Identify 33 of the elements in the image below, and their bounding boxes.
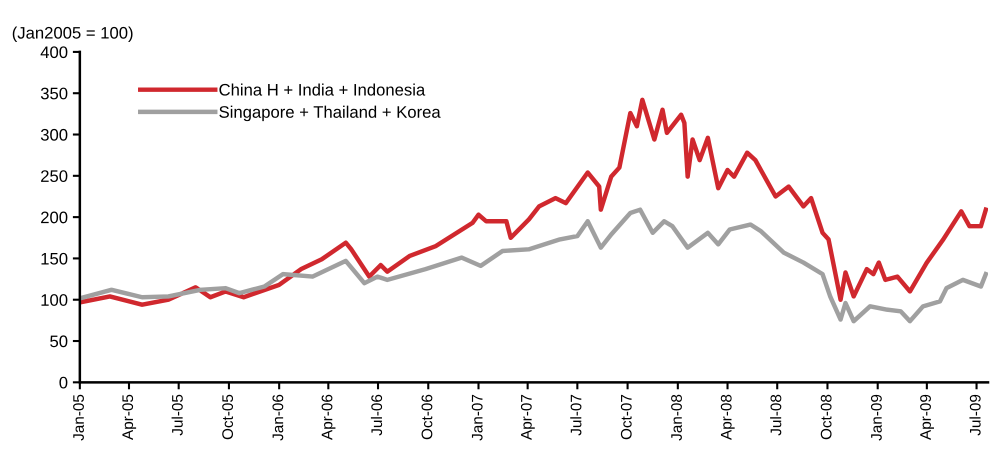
y-tick-label: 50 xyxy=(50,335,68,348)
y-tick-label: 200 xyxy=(41,212,68,224)
x-tick-label: Jan-08 xyxy=(671,394,682,441)
x-tick-label: Oct-06 xyxy=(422,394,432,440)
y-tick-label: 300 xyxy=(40,128,68,141)
x-tick-label: Jul-06 xyxy=(370,394,382,436)
x-tick-label: Jul-07 xyxy=(570,394,582,436)
x-tick-label: Apr-07 xyxy=(520,394,535,440)
x-tick-label: Jan-06 xyxy=(272,394,284,441)
line-series xyxy=(80,98,988,307)
x-tick-label: Jul-09 xyxy=(969,394,981,436)
x-tick-label: Apr-08 xyxy=(720,394,735,440)
x-tick-label: Apr-06 xyxy=(322,394,336,440)
y-tick-label: 0 xyxy=(59,376,68,389)
x-tick-label: Apr-09 xyxy=(920,394,934,440)
x-tick-label: Jan-05 xyxy=(73,394,84,441)
y-tick-label: 400 xyxy=(40,46,68,58)
x-tick-label: Oct-08 xyxy=(820,394,832,440)
x-tick-label: Oct-07 xyxy=(620,394,632,440)
x-tick-label: Oct-05 xyxy=(222,394,234,440)
y-tick-label: 100 xyxy=(42,294,68,306)
y-tick-label: 150 xyxy=(42,252,68,265)
x-tick-label: Jul-08 xyxy=(770,394,782,436)
legend-label: Singapore + Thailand + Korea xyxy=(219,106,441,122)
x-tick-label: Jul-05 xyxy=(172,394,183,436)
x-tick-label: Jan-09 xyxy=(870,394,882,441)
x-tick-label: Jan-07 xyxy=(472,394,483,441)
legend-label: China H + India + Indonesia xyxy=(219,83,426,96)
line-series xyxy=(80,207,988,324)
x-tick-label: Apr-05 xyxy=(122,394,136,440)
y-tick-label: 350 xyxy=(40,88,68,100)
y-axis-title: (Jan2005 = 100) xyxy=(12,26,133,42)
y-tick-label: 250 xyxy=(41,170,68,182)
